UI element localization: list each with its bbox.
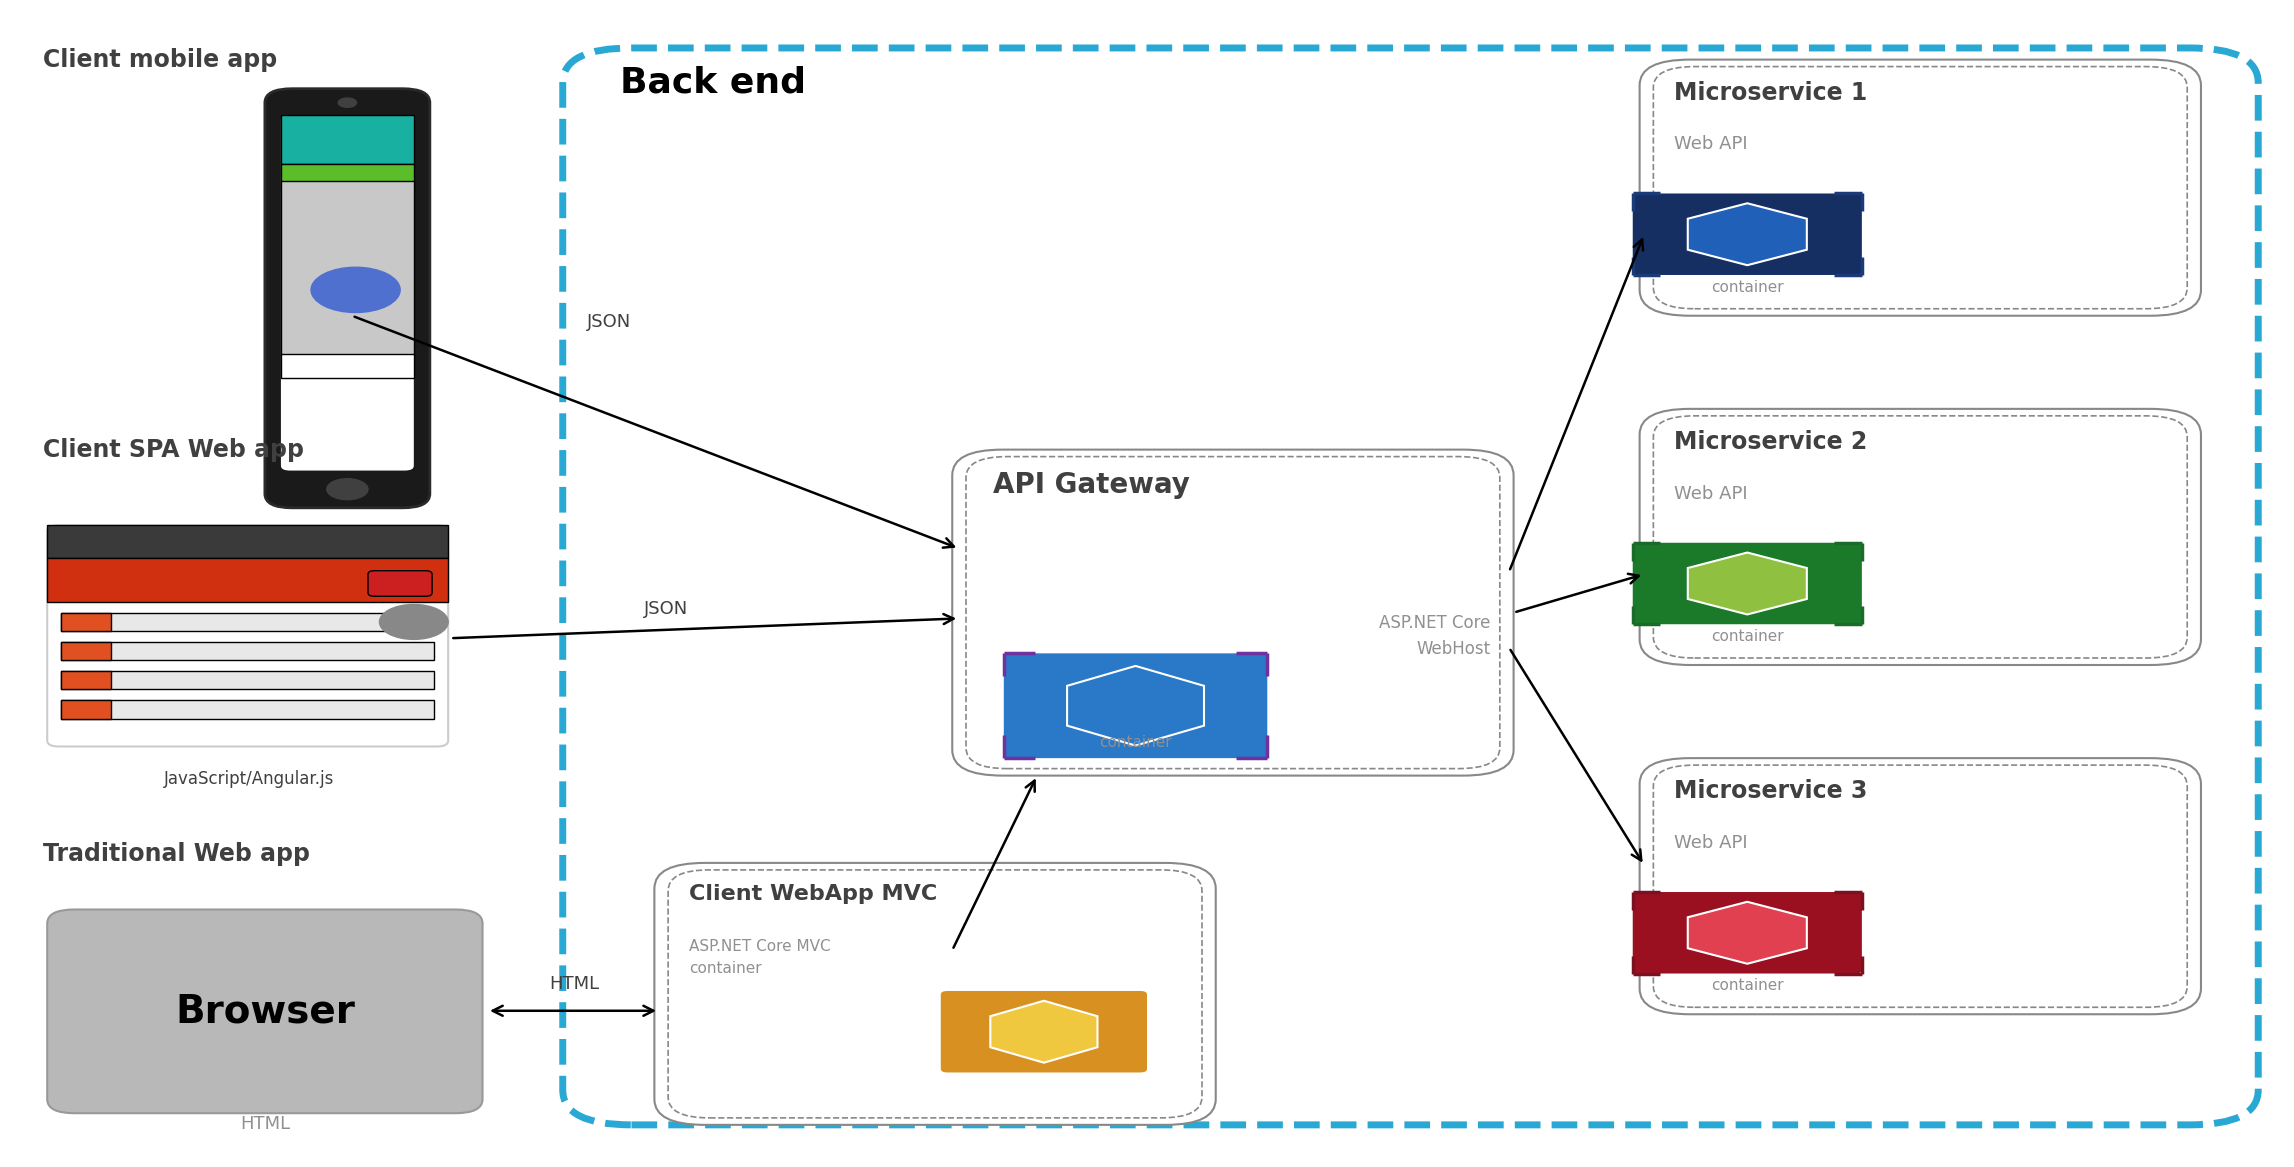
Text: container: container [1711,629,1785,644]
Text: JSON: JSON [645,600,688,617]
Circle shape [379,605,447,640]
Text: HTML: HTML [241,1114,289,1133]
Polygon shape [991,1001,1097,1063]
FancyBboxPatch shape [62,642,112,661]
FancyBboxPatch shape [280,181,413,357]
Circle shape [337,98,356,107]
Circle shape [326,478,367,499]
FancyBboxPatch shape [1640,408,2200,665]
FancyBboxPatch shape [48,558,447,602]
FancyBboxPatch shape [1633,194,1863,275]
Polygon shape [1688,552,1808,615]
FancyBboxPatch shape [62,700,112,719]
FancyBboxPatch shape [280,116,413,165]
FancyBboxPatch shape [48,909,482,1113]
Text: JavaScript/Angular.js: JavaScript/Angular.js [163,770,335,788]
Text: container: container [1711,978,1785,993]
Text: Microservice 3: Microservice 3 [1675,780,1867,803]
Text: Back end: Back end [619,65,805,99]
FancyBboxPatch shape [62,671,112,690]
FancyBboxPatch shape [941,991,1147,1072]
Polygon shape [1067,666,1204,746]
Text: ASP.NET Core MVC
container: ASP.NET Core MVC container [688,938,830,976]
Text: JSON: JSON [587,314,631,331]
Text: Web API: Web API [1675,484,1748,503]
FancyBboxPatch shape [1005,654,1266,759]
FancyBboxPatch shape [48,525,447,747]
FancyBboxPatch shape [1640,60,2200,316]
FancyBboxPatch shape [280,354,413,378]
FancyBboxPatch shape [48,525,447,558]
FancyBboxPatch shape [952,449,1514,776]
Text: container: container [1711,280,1785,295]
FancyBboxPatch shape [280,116,413,470]
Text: Traditional Web app: Traditional Web app [44,841,310,866]
FancyBboxPatch shape [62,642,434,661]
FancyBboxPatch shape [1640,759,2200,1014]
FancyBboxPatch shape [264,89,429,508]
FancyBboxPatch shape [280,165,413,191]
Text: container: container [1099,735,1172,750]
FancyBboxPatch shape [62,671,434,690]
Text: Client SPA Web app: Client SPA Web app [44,438,303,462]
Polygon shape [1688,203,1808,265]
FancyBboxPatch shape [1633,543,1863,624]
Text: Microservice 2: Microservice 2 [1675,429,1867,454]
Text: API Gateway: API Gateway [993,470,1191,498]
Text: Web API: Web API [1675,833,1748,852]
FancyBboxPatch shape [367,571,431,596]
FancyBboxPatch shape [654,862,1216,1125]
Text: Client mobile app: Client mobile app [44,48,278,72]
Text: Web API: Web API [1675,135,1748,153]
FancyBboxPatch shape [1633,892,1863,973]
Circle shape [312,267,399,313]
FancyBboxPatch shape [62,613,112,631]
FancyBboxPatch shape [62,613,434,631]
Polygon shape [1688,902,1808,964]
FancyBboxPatch shape [62,700,434,719]
Text: Client WebApp MVC: Client WebApp MVC [688,883,936,904]
Text: Microservice 1: Microservice 1 [1675,81,1867,105]
Text: Browser: Browser [174,992,356,1030]
Text: ASP.NET Core
WebHost: ASP.NET Core WebHost [1379,614,1491,658]
Text: HTML: HTML [548,974,599,993]
